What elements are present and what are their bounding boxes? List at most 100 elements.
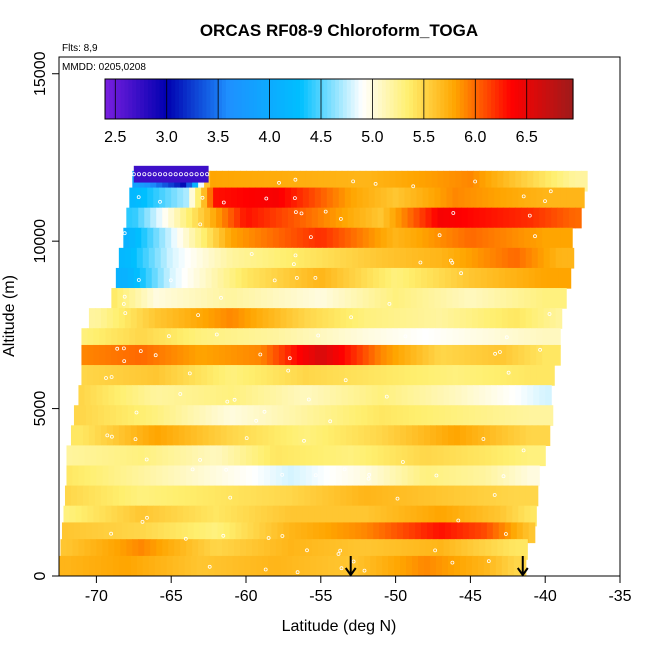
heat-cell bbox=[97, 405, 105, 426]
heat-cell bbox=[495, 425, 503, 447]
heat-cell bbox=[216, 385, 223, 406]
colorbar-cell bbox=[311, 79, 317, 119]
heat-cell bbox=[289, 267, 296, 289]
sample-point bbox=[548, 189, 553, 194]
heat-cell bbox=[355, 267, 362, 289]
heat-cell bbox=[404, 328, 412, 349]
heat-cell bbox=[433, 267, 440, 289]
heat-cell bbox=[257, 207, 265, 229]
heat-cell bbox=[201, 344, 208, 366]
heat-cell bbox=[298, 555, 305, 576]
heat-cell bbox=[190, 247, 198, 269]
heat-cell bbox=[424, 555, 431, 576]
heat-cell bbox=[314, 365, 322, 386]
heat-cell bbox=[307, 405, 314, 426]
sample-point bbox=[538, 347, 542, 352]
heat-cell bbox=[489, 308, 497, 329]
heat-cell bbox=[248, 227, 256, 249]
heat-cell bbox=[410, 288, 418, 309]
heat-cell bbox=[250, 425, 258, 447]
heat-cell bbox=[488, 328, 495, 349]
heat-cell bbox=[148, 485, 156, 507]
heat-cell bbox=[254, 505, 262, 527]
heat-cell bbox=[213, 344, 220, 366]
heat-cell bbox=[350, 187, 358, 209]
heat-cell bbox=[341, 445, 349, 467]
heat-cell bbox=[166, 308, 174, 329]
heat-cell bbox=[395, 207, 403, 229]
heat-cell bbox=[503, 465, 510, 487]
sample-point bbox=[266, 536, 271, 540]
heat-cell bbox=[225, 187, 232, 209]
heat-cell bbox=[96, 539, 103, 560]
heat-cell bbox=[108, 385, 115, 406]
heat-cell bbox=[247, 522, 255, 544]
heat-cell bbox=[190, 485, 198, 507]
heat-cell bbox=[118, 485, 126, 507]
heat-cell bbox=[232, 247, 240, 269]
heat-cell bbox=[435, 247, 443, 269]
heat-cell bbox=[491, 539, 498, 560]
heat-cell bbox=[193, 522, 201, 544]
heat-cell bbox=[359, 539, 367, 560]
heat-cell bbox=[504, 522, 512, 544]
heat-cell bbox=[446, 344, 454, 366]
heat-cell bbox=[422, 288, 430, 309]
heat-cell bbox=[470, 288, 477, 309]
heat-cell bbox=[159, 365, 166, 386]
heat-cell bbox=[217, 522, 225, 544]
heat-cell bbox=[147, 288, 154, 309]
heat-cell bbox=[278, 505, 286, 527]
heat-cell bbox=[174, 539, 181, 560]
heat-cell bbox=[359, 170, 367, 192]
sample-point bbox=[144, 457, 149, 462]
heat-cell bbox=[401, 170, 409, 192]
heat-cell bbox=[244, 425, 252, 447]
heat-cell bbox=[412, 247, 419, 269]
heat-cell bbox=[410, 505, 418, 527]
heat-cell bbox=[334, 555, 341, 576]
colorbar-cell bbox=[339, 79, 344, 119]
heat-cell bbox=[495, 485, 503, 507]
heat-cell bbox=[266, 187, 274, 209]
heat-cell bbox=[162, 207, 169, 229]
heat-cell bbox=[222, 385, 229, 406]
heat-cell bbox=[213, 365, 220, 386]
heat-cell bbox=[385, 267, 392, 289]
colorbar-cell bbox=[261, 79, 266, 119]
sample-point bbox=[153, 353, 158, 358]
colorbar-cell bbox=[303, 79, 309, 119]
heat-cell bbox=[117, 288, 124, 309]
heat-cell bbox=[507, 247, 515, 269]
heat-cell bbox=[483, 308, 491, 329]
heat-cell bbox=[456, 405, 464, 426]
heat-cell bbox=[183, 328, 190, 349]
heat-cell bbox=[226, 555, 234, 576]
heat-cell bbox=[157, 522, 165, 544]
heat-cell bbox=[416, 227, 424, 249]
heat-cell bbox=[326, 227, 334, 249]
colorbar-cell bbox=[389, 79, 395, 119]
heat-cell bbox=[334, 247, 341, 269]
heat-cell bbox=[323, 465, 331, 487]
heat-cell bbox=[431, 207, 439, 229]
heat-cell bbox=[377, 207, 385, 229]
heat-cell bbox=[536, 187, 543, 209]
heat-cell bbox=[485, 539, 492, 560]
heat-cell bbox=[156, 539, 163, 560]
colorbar-cell bbox=[147, 79, 153, 119]
heat-cell bbox=[81, 344, 89, 366]
heat-cell bbox=[268, 308, 276, 329]
heat-cell bbox=[425, 385, 433, 406]
sample-point bbox=[228, 495, 233, 500]
sample-point bbox=[293, 177, 298, 182]
heat-cell bbox=[418, 485, 425, 507]
heat-cell bbox=[308, 344, 316, 366]
heat-cell bbox=[177, 505, 184, 527]
heat-cell bbox=[392, 227, 400, 249]
heat-cell bbox=[329, 207, 337, 229]
heat-cell bbox=[81, 505, 89, 527]
heat-cell bbox=[183, 344, 190, 366]
heat-cell bbox=[126, 445, 133, 467]
heat-cell bbox=[500, 505, 507, 527]
